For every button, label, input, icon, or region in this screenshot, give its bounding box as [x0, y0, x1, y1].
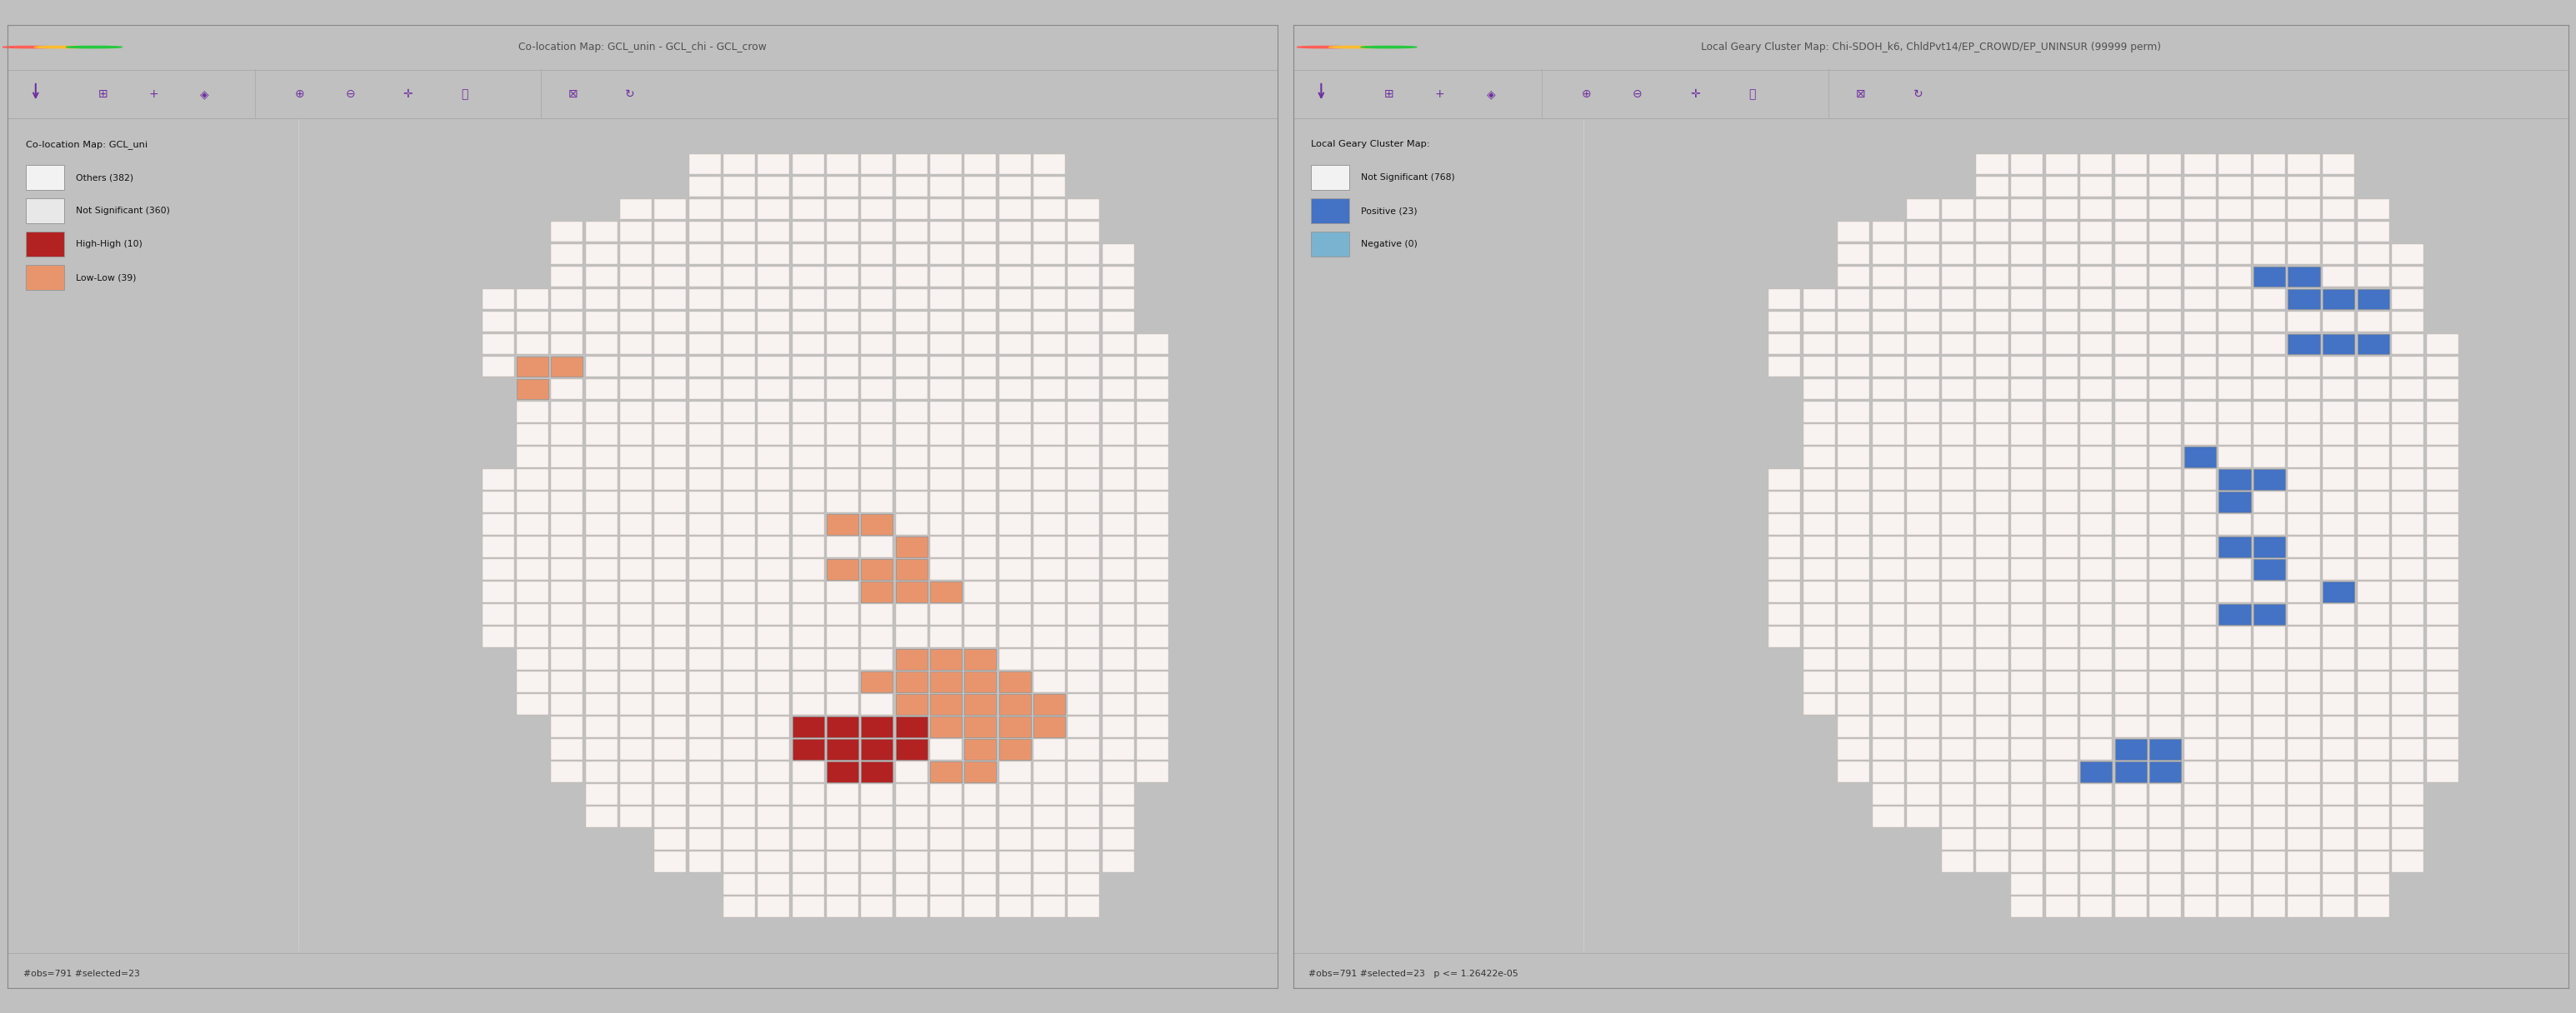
FancyBboxPatch shape — [26, 165, 64, 190]
Text: Others (382): Others (382) — [75, 173, 134, 182]
FancyBboxPatch shape — [1311, 199, 1350, 224]
Text: Local Geary Cluster Map: Chi-SDOH_k6, ChldPvt14/EP_CROWD/EP_UNINSUR (99999 perm): Local Geary Cluster Map: Chi-SDOH_k6, Ch… — [1700, 42, 2161, 53]
Text: +: + — [149, 88, 160, 100]
Circle shape — [1296, 47, 1352, 48]
Text: Positive (23): Positive (23) — [1360, 207, 1417, 215]
FancyBboxPatch shape — [26, 199, 64, 224]
Text: ⊖: ⊖ — [1633, 88, 1643, 100]
Circle shape — [1360, 47, 1417, 48]
Text: Negative (0): Negative (0) — [1360, 240, 1417, 248]
Text: Not Significant (360): Not Significant (360) — [75, 207, 170, 215]
Text: ⤢: ⤢ — [461, 88, 469, 100]
Text: +: + — [1435, 88, 1445, 100]
Text: Co-location Map: GCL_uni: Co-location Map: GCL_uni — [26, 141, 147, 149]
Text: ↻: ↻ — [1914, 88, 1922, 100]
FancyBboxPatch shape — [26, 265, 64, 290]
FancyBboxPatch shape — [26, 232, 64, 256]
Text: ⊕: ⊕ — [296, 88, 304, 100]
FancyBboxPatch shape — [1311, 232, 1350, 256]
Text: ⊠: ⊠ — [569, 88, 577, 100]
Text: ⊕: ⊕ — [1582, 88, 1592, 100]
Circle shape — [3, 47, 59, 48]
Text: ⤢: ⤢ — [1749, 88, 1757, 100]
Text: ✛: ✛ — [1690, 88, 1700, 100]
Text: #obs=791 #selected=23: #obs=791 #selected=23 — [23, 969, 139, 978]
Text: ⊖: ⊖ — [345, 88, 355, 100]
Text: ⊞: ⊞ — [1383, 88, 1394, 100]
Text: #obs=791 #selected=23   p <= 1.26422e-05: #obs=791 #selected=23 p <= 1.26422e-05 — [1309, 969, 1517, 978]
Text: ⊠: ⊠ — [1855, 88, 1865, 100]
Text: ◈: ◈ — [1486, 88, 1494, 100]
FancyBboxPatch shape — [1311, 165, 1350, 190]
Text: ◈: ◈ — [201, 88, 209, 100]
Text: Not Significant (768): Not Significant (768) — [1360, 173, 1455, 182]
Text: High-High (10): High-High (10) — [75, 240, 142, 248]
Text: ✛: ✛ — [402, 88, 412, 100]
Text: ⊞: ⊞ — [98, 88, 108, 100]
Circle shape — [1329, 47, 1386, 48]
Text: Low-Low (39): Low-Low (39) — [75, 274, 137, 282]
Circle shape — [33, 47, 90, 48]
Text: ↻: ↻ — [626, 88, 634, 100]
Text: Local Geary Cluster Map:: Local Geary Cluster Map: — [1311, 141, 1430, 149]
Circle shape — [67, 47, 121, 48]
Text: Co-location Map: GCL_unin - GCL_chi - GCL_crow: Co-location Map: GCL_unin - GCL_chi - GC… — [518, 42, 768, 53]
